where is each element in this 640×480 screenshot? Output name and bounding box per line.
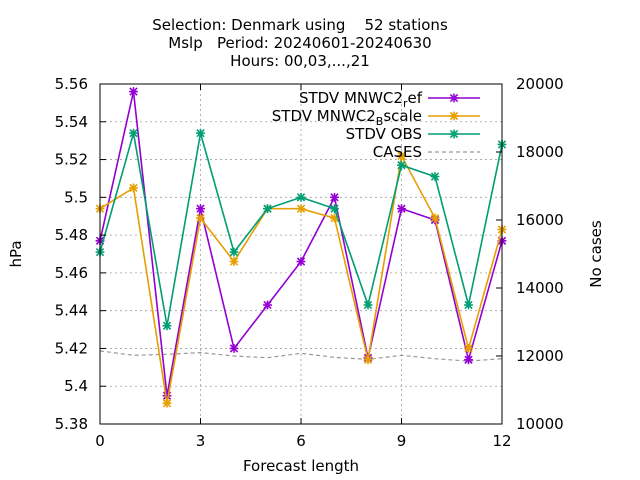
x-axis-label: Forecast length xyxy=(243,457,359,475)
y2-tick-label: 10000 xyxy=(516,415,564,433)
data-point-stdv-mnwc2-bscale xyxy=(464,344,473,353)
x-tick-label: 6 xyxy=(296,432,306,450)
title-line-2: Mslp Period: 20240601-20240630 xyxy=(168,34,431,52)
data-point-stdv-mnwc2-ref xyxy=(397,204,406,214)
y2-tick-label: 12000 xyxy=(516,347,564,365)
legend-label-stdv-mnwc2-ref: STDV MNWC2ref xyxy=(299,89,423,110)
y2-tick-label: 16000 xyxy=(516,211,564,229)
title-line-1: Selection: Denmark using 52 stations xyxy=(152,16,448,34)
axis-ticks: 0 3 6 9 12 5.38 5.4 5.42 5.44 5.46 5.48 5.5 5.52 5.54… xyxy=(55,75,564,450)
title-line-3: Hours: 00,03,...,21 xyxy=(230,52,370,70)
data-point-stdv-obs xyxy=(196,128,205,138)
legend-marker-stdv-obs xyxy=(449,129,459,139)
y-tick-label: 5.38 xyxy=(55,415,88,433)
grid-lines xyxy=(100,84,502,424)
y2-tick-label: 14000 xyxy=(516,279,564,297)
data-point-stdv-obs xyxy=(397,160,406,170)
legend-label-stdv-obs: STDV OBS xyxy=(346,125,422,143)
x-tick-label: 0 xyxy=(95,432,105,450)
series-layer xyxy=(95,87,507,408)
y-tick-label: 5.4 xyxy=(64,377,88,395)
data-point-stdv-mnwc2-bscale xyxy=(129,183,138,193)
legend-marker-stdv-mnwc2-ref xyxy=(449,93,459,103)
y-axis-label: hPa xyxy=(7,240,25,267)
data-point-stdv-obs xyxy=(464,300,473,310)
y2-tick-label: 18000 xyxy=(516,143,564,161)
y-tick-label: 5.5 xyxy=(64,188,88,206)
data-point-stdv-mnwc2-bscale xyxy=(363,355,373,365)
legend-label-stdv-mnwc2-bscale: STDV MNWC2Bscale xyxy=(272,107,422,128)
data-point-stdv-mnwc2-bscale xyxy=(162,398,172,408)
series-stdv-obs xyxy=(95,128,507,331)
data-point-stdv-obs xyxy=(430,172,440,181)
data-point-stdv-mnwc2-bscale xyxy=(229,257,239,266)
series-cases xyxy=(99,350,503,362)
y-tick-label: 5.42 xyxy=(55,339,88,357)
x-tick-label: 3 xyxy=(196,432,206,450)
y-tick-label: 5.44 xyxy=(55,302,88,320)
data-point-stdv-mnwc2-bscale xyxy=(196,213,205,223)
chart-title: Selection: Denmark using 52 stationsMslp… xyxy=(152,16,448,70)
series-line-cases xyxy=(99,350,503,362)
data-point-stdv-mnwc2-ref xyxy=(464,355,473,365)
y2-tick-label: 20000 xyxy=(516,75,564,93)
data-point-stdv-obs xyxy=(129,128,138,138)
data-point-stdv-obs xyxy=(229,247,239,257)
data-point-stdv-mnwc2-ref xyxy=(229,344,239,353)
data-point-stdv-mnwc2-ref xyxy=(330,192,339,202)
x-tick-label: 12 xyxy=(492,432,511,450)
legend-label-cases: CASES xyxy=(373,143,422,161)
data-point-stdv-mnwc2-bscale xyxy=(397,151,406,161)
series-stdv-mnwc2-bscale xyxy=(95,151,507,408)
y-tick-label: 5.46 xyxy=(55,264,88,282)
data-point-stdv-obs xyxy=(263,204,272,214)
y-tick-label: 5.48 xyxy=(55,226,88,244)
data-point-stdv-mnwc2-ref xyxy=(263,300,272,310)
data-point-stdv-obs xyxy=(296,192,306,202)
data-point-stdv-mnwc2-bscale xyxy=(430,213,440,223)
data-point-stdv-mnwc2-ref xyxy=(196,204,205,214)
data-point-stdv-mnwc2-bscale xyxy=(296,204,306,214)
data-point-stdv-obs xyxy=(363,300,373,310)
data-point-stdv-mnwc2-ref xyxy=(129,87,138,96)
y-tick-label: 5.54 xyxy=(55,113,88,131)
x-tick-label: 9 xyxy=(397,432,407,450)
y-tick-label: 5.52 xyxy=(55,151,88,169)
legend-marker-stdv-mnwc2-bscale xyxy=(449,111,459,121)
data-point-stdv-mnwc2-ref xyxy=(296,257,306,266)
y2-axis-label: No cases xyxy=(587,220,605,288)
y-tick-label: 5.56 xyxy=(55,75,88,93)
data-point-stdv-obs xyxy=(330,204,339,214)
data-point-stdv-obs xyxy=(162,321,172,331)
